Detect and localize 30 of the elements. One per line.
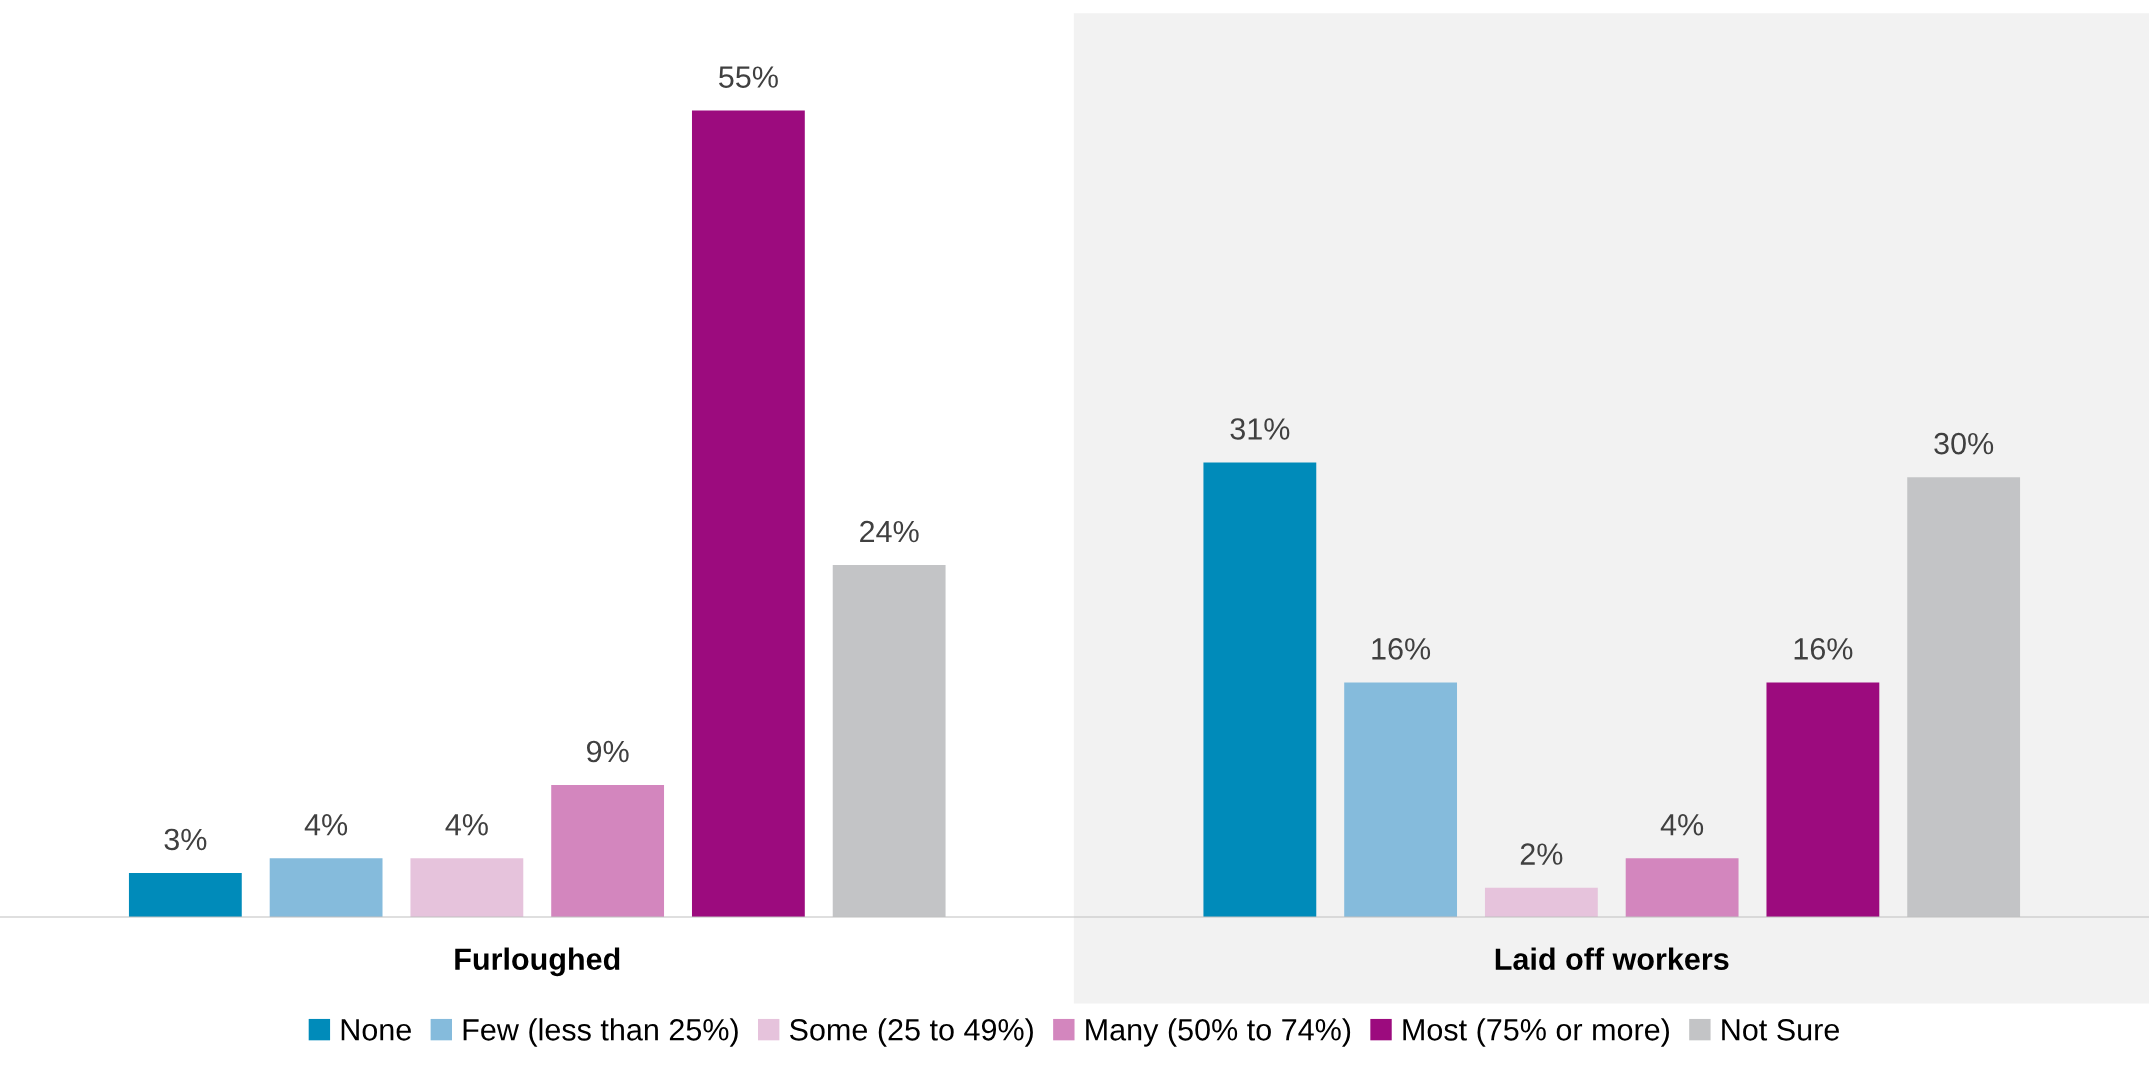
bar bbox=[1484, 887, 1598, 917]
bar bbox=[551, 785, 665, 917]
data-label: 30% bbox=[1934, 432, 1994, 455]
legend-label: None bbox=[341, 1019, 411, 1041]
legend-label: Most (75% or more) bbox=[1403, 1018, 1669, 1047]
legend-label: Few (less than 25%) bbox=[463, 1018, 738, 1047]
data-label: 16% bbox=[1372, 638, 1431, 660]
x-tick-label: Laid off workers bbox=[1495, 947, 1729, 970]
data-label: 9% bbox=[586, 740, 629, 763]
data-label: 2% bbox=[1520, 843, 1563, 865]
bar bbox=[1344, 682, 1458, 917]
data-label: 31% bbox=[1230, 418, 1290, 440]
data-label: 4% bbox=[1660, 814, 1704, 836]
data-label: 4% bbox=[304, 814, 348, 836]
bar bbox=[269, 858, 383, 917]
bar bbox=[1766, 682, 1880, 917]
data-label: 16% bbox=[1794, 638, 1853, 660]
data-label: 3% bbox=[164, 828, 207, 851]
x-tick-label: Furloughed bbox=[455, 947, 620, 977]
bar bbox=[410, 858, 524, 917]
bar bbox=[128, 872, 242, 917]
legend-label: Many (50% to 74%) bbox=[1086, 1018, 1351, 1047]
bar bbox=[691, 110, 805, 917]
legend-label: Some (25 to 49%) bbox=[789, 1018, 1033, 1047]
data-label: 24% bbox=[860, 520, 919, 543]
data-label: 4% bbox=[445, 814, 488, 836]
bar bbox=[1625, 858, 1739, 917]
bar bbox=[1203, 462, 1317, 917]
data-label: 55% bbox=[719, 66, 778, 88]
legend-label: Not Sure bbox=[1722, 1018, 1839, 1041]
